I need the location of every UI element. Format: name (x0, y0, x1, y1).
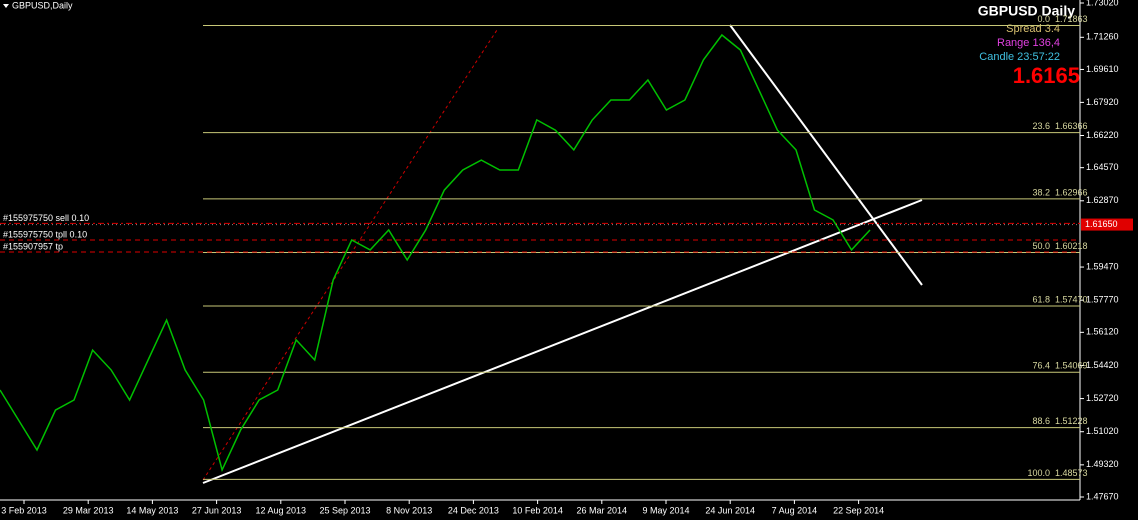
x-tick-label: 26 Mar 2014 (577, 505, 628, 515)
panel-candle: Candle 23:57:22 (979, 51, 1060, 63)
x-tick-label: 24 Dec 2013 (448, 505, 499, 515)
panel-range: Range 136,4 (997, 37, 1060, 49)
x-tick-label: 3 Feb 2013 (1, 505, 47, 515)
y-tick-label: 1.62870 (1086, 195, 1119, 205)
last-price-label: 1.61650 (1085, 219, 1118, 229)
fib-level-label: 76.4 (1032, 361, 1050, 371)
y-tick-label: 1.66220 (1086, 130, 1119, 140)
x-tick-label: 29 Mar 2013 (63, 505, 114, 515)
fib-price-label: 1.60218 (1055, 241, 1088, 251)
y-tick-label: 1.69610 (1086, 64, 1119, 74)
y-tick-label: 1.47670 (1086, 491, 1119, 501)
order-label: #155907957 tp (3, 241, 63, 251)
fib-price-label: 1.62966 (1055, 187, 1088, 197)
y-tick-label: 1.64570 (1086, 162, 1119, 172)
x-tick-label: 22 Sep 2014 (833, 505, 884, 515)
y-tick-label: 1.67920 (1086, 97, 1119, 107)
x-tick-label: 14 May 2013 (126, 505, 178, 515)
fib-level-label: 61.8 (1032, 294, 1050, 304)
x-tick-label: 25 Sep 2013 (319, 505, 370, 515)
x-tick-label: 8 Nov 2013 (386, 505, 432, 515)
fib-price-label: 1.48573 (1055, 468, 1088, 478)
trend-line (729, 24, 923, 286)
last-price-box (1081, 218, 1133, 231)
fib-price-label: 1.66366 (1055, 121, 1088, 131)
y-tick-label: 1.49320 (1086, 459, 1119, 469)
fib-price-label: 1.57470 (1055, 294, 1088, 304)
x-tick-label: 7 Aug 2014 (772, 505, 818, 515)
x-tick-label: 27 Jun 2013 (192, 505, 242, 515)
fib-level-label: 88.6 (1032, 416, 1050, 426)
symbol-label: GBPUSD,Daily (12, 0, 73, 10)
fib-price-label: 1.51228 (1055, 416, 1088, 426)
y-tick-label: 1.59470 (1086, 261, 1119, 271)
price-line (0, 33, 871, 473)
order-label: #155975750 tpll 0.10 (3, 229, 87, 239)
trend-line (202, 199, 923, 484)
y-tick-label: 1.54420 (1086, 360, 1119, 370)
order-label: #155975750 sell 0.10 (3, 213, 89, 223)
panel-bid: 1.6165 (1013, 63, 1080, 88)
menu-arrow (3, 4, 9, 8)
panel-spread: Spread 3.4 (1006, 23, 1060, 35)
y-tick-label: 1.71260 (1086, 32, 1119, 42)
x-tick-label: 10 Feb 2014 (512, 505, 563, 515)
fib-price-label: 1.54069 (1055, 361, 1088, 371)
fib-level-label: 23.6 (1032, 121, 1050, 131)
y-tick-label: 1.56120 (1086, 327, 1119, 337)
y-tick-label: 1.57770 (1086, 295, 1119, 305)
y-tick-label: 1.51020 (1086, 426, 1119, 436)
x-tick-label: 24 Jun 2014 (705, 505, 755, 515)
fib-level-label: 100.0 (1027, 468, 1050, 478)
x-tick-label: 9 May 2014 (642, 505, 689, 515)
fib-level-label: 0.0 (1037, 14, 1050, 24)
y-tick-label: 1.52720 (1086, 393, 1119, 403)
fib-price-label: 1.71863 (1055, 14, 1088, 24)
y-tick-label: 1.73020 (1086, 0, 1119, 7)
x-tick-label: 12 Aug 2013 (256, 505, 307, 515)
panel-title: GBPUSD Daily (978, 3, 1075, 19)
fib-level-label: 38.2 (1032, 187, 1050, 197)
fib-level-label: 50.0 (1032, 241, 1050, 251)
